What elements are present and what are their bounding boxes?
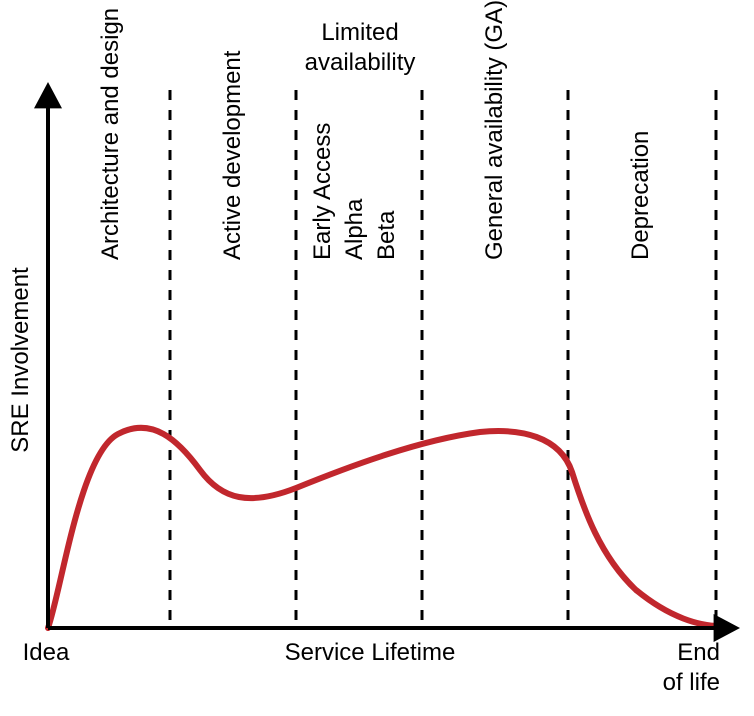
x-axis-label-idea: Idea [23, 639, 70, 666]
x-axis-label-end: End [677, 639, 720, 666]
limited-availability-header-2: availability [305, 49, 416, 76]
chart-svg: SRE Involvement Idea Service Lifetime En… [0, 0, 754, 716]
phase-label-6: Deprecation [627, 131, 654, 260]
involvement-curve [48, 428, 720, 628]
phase-label-5: General availability (GA) [481, 0, 508, 260]
y-axis-arrowhead [34, 82, 62, 108]
phase-label-2: Early Access [309, 123, 336, 260]
limited-availability-header-1: Limited [321, 19, 398, 46]
phase-label-4: Beta [373, 210, 400, 260]
x-axis-label-service-lifetime: Service Lifetime [285, 639, 456, 666]
sre-involvement-chart: SRE Involvement Idea Service Lifetime En… [0, 0, 754, 716]
x-axis-arrowhead [714, 614, 740, 642]
y-axis-label: SRE Involvement [7, 267, 34, 453]
phase-label-3: Alpha [341, 198, 368, 260]
phase-label-0: Architecture and design [97, 8, 124, 260]
x-axis-label-of-life: of life [663, 669, 720, 696]
phase-label-1: Active development [219, 50, 246, 260]
